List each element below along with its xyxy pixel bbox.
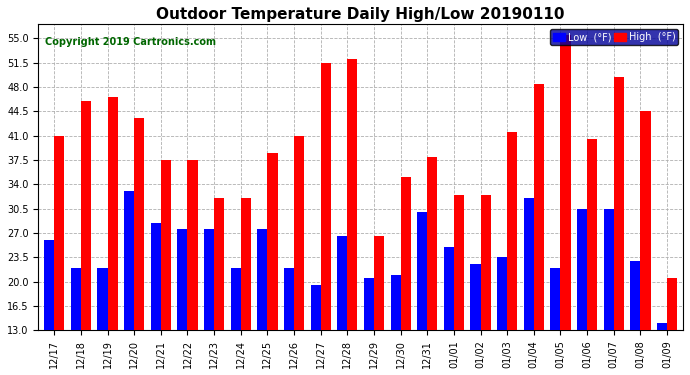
Bar [268, 153, 277, 330]
Bar [294, 136, 304, 330]
Bar [230, 268, 241, 330]
Bar [471, 264, 480, 330]
Bar [454, 195, 464, 330]
Bar [427, 156, 437, 330]
Bar [55, 136, 64, 330]
Bar [71, 268, 81, 330]
Bar [640, 111, 651, 330]
Bar [497, 257, 507, 330]
Bar [108, 98, 118, 330]
Bar [364, 278, 374, 330]
Bar [630, 261, 640, 330]
Text: Copyright 2019 Cartronics.com: Copyright 2019 Cartronics.com [45, 37, 216, 47]
Bar [560, 35, 571, 330]
Bar [657, 323, 667, 330]
Bar [135, 118, 144, 330]
Bar [480, 195, 491, 330]
Bar [507, 132, 518, 330]
Bar [177, 230, 188, 330]
Bar [161, 160, 171, 330]
Bar [614, 76, 624, 330]
Bar [534, 84, 544, 330]
Bar [444, 247, 454, 330]
Bar [214, 198, 224, 330]
Bar [391, 274, 401, 330]
Bar [347, 59, 357, 330]
Bar [604, 209, 614, 330]
Bar [257, 230, 268, 330]
Bar [188, 160, 197, 330]
Bar [524, 198, 534, 330]
Bar [284, 268, 294, 330]
Bar [577, 209, 587, 330]
Bar [310, 285, 321, 330]
Legend: Low  (°F), High  (°F): Low (°F), High (°F) [550, 29, 678, 45]
Bar [587, 139, 598, 330]
Bar [124, 191, 135, 330]
Bar [81, 101, 91, 330]
Bar [417, 212, 427, 330]
Bar [44, 240, 55, 330]
Bar [667, 278, 677, 330]
Bar [241, 198, 251, 330]
Bar [321, 63, 331, 330]
Bar [337, 236, 347, 330]
Bar [401, 177, 411, 330]
Title: Outdoor Temperature Daily High/Low 20190110: Outdoor Temperature Daily High/Low 20190… [157, 7, 565, 22]
Bar [374, 236, 384, 330]
Bar [97, 268, 108, 330]
Bar [204, 230, 214, 330]
Bar [551, 268, 560, 330]
Bar [150, 222, 161, 330]
